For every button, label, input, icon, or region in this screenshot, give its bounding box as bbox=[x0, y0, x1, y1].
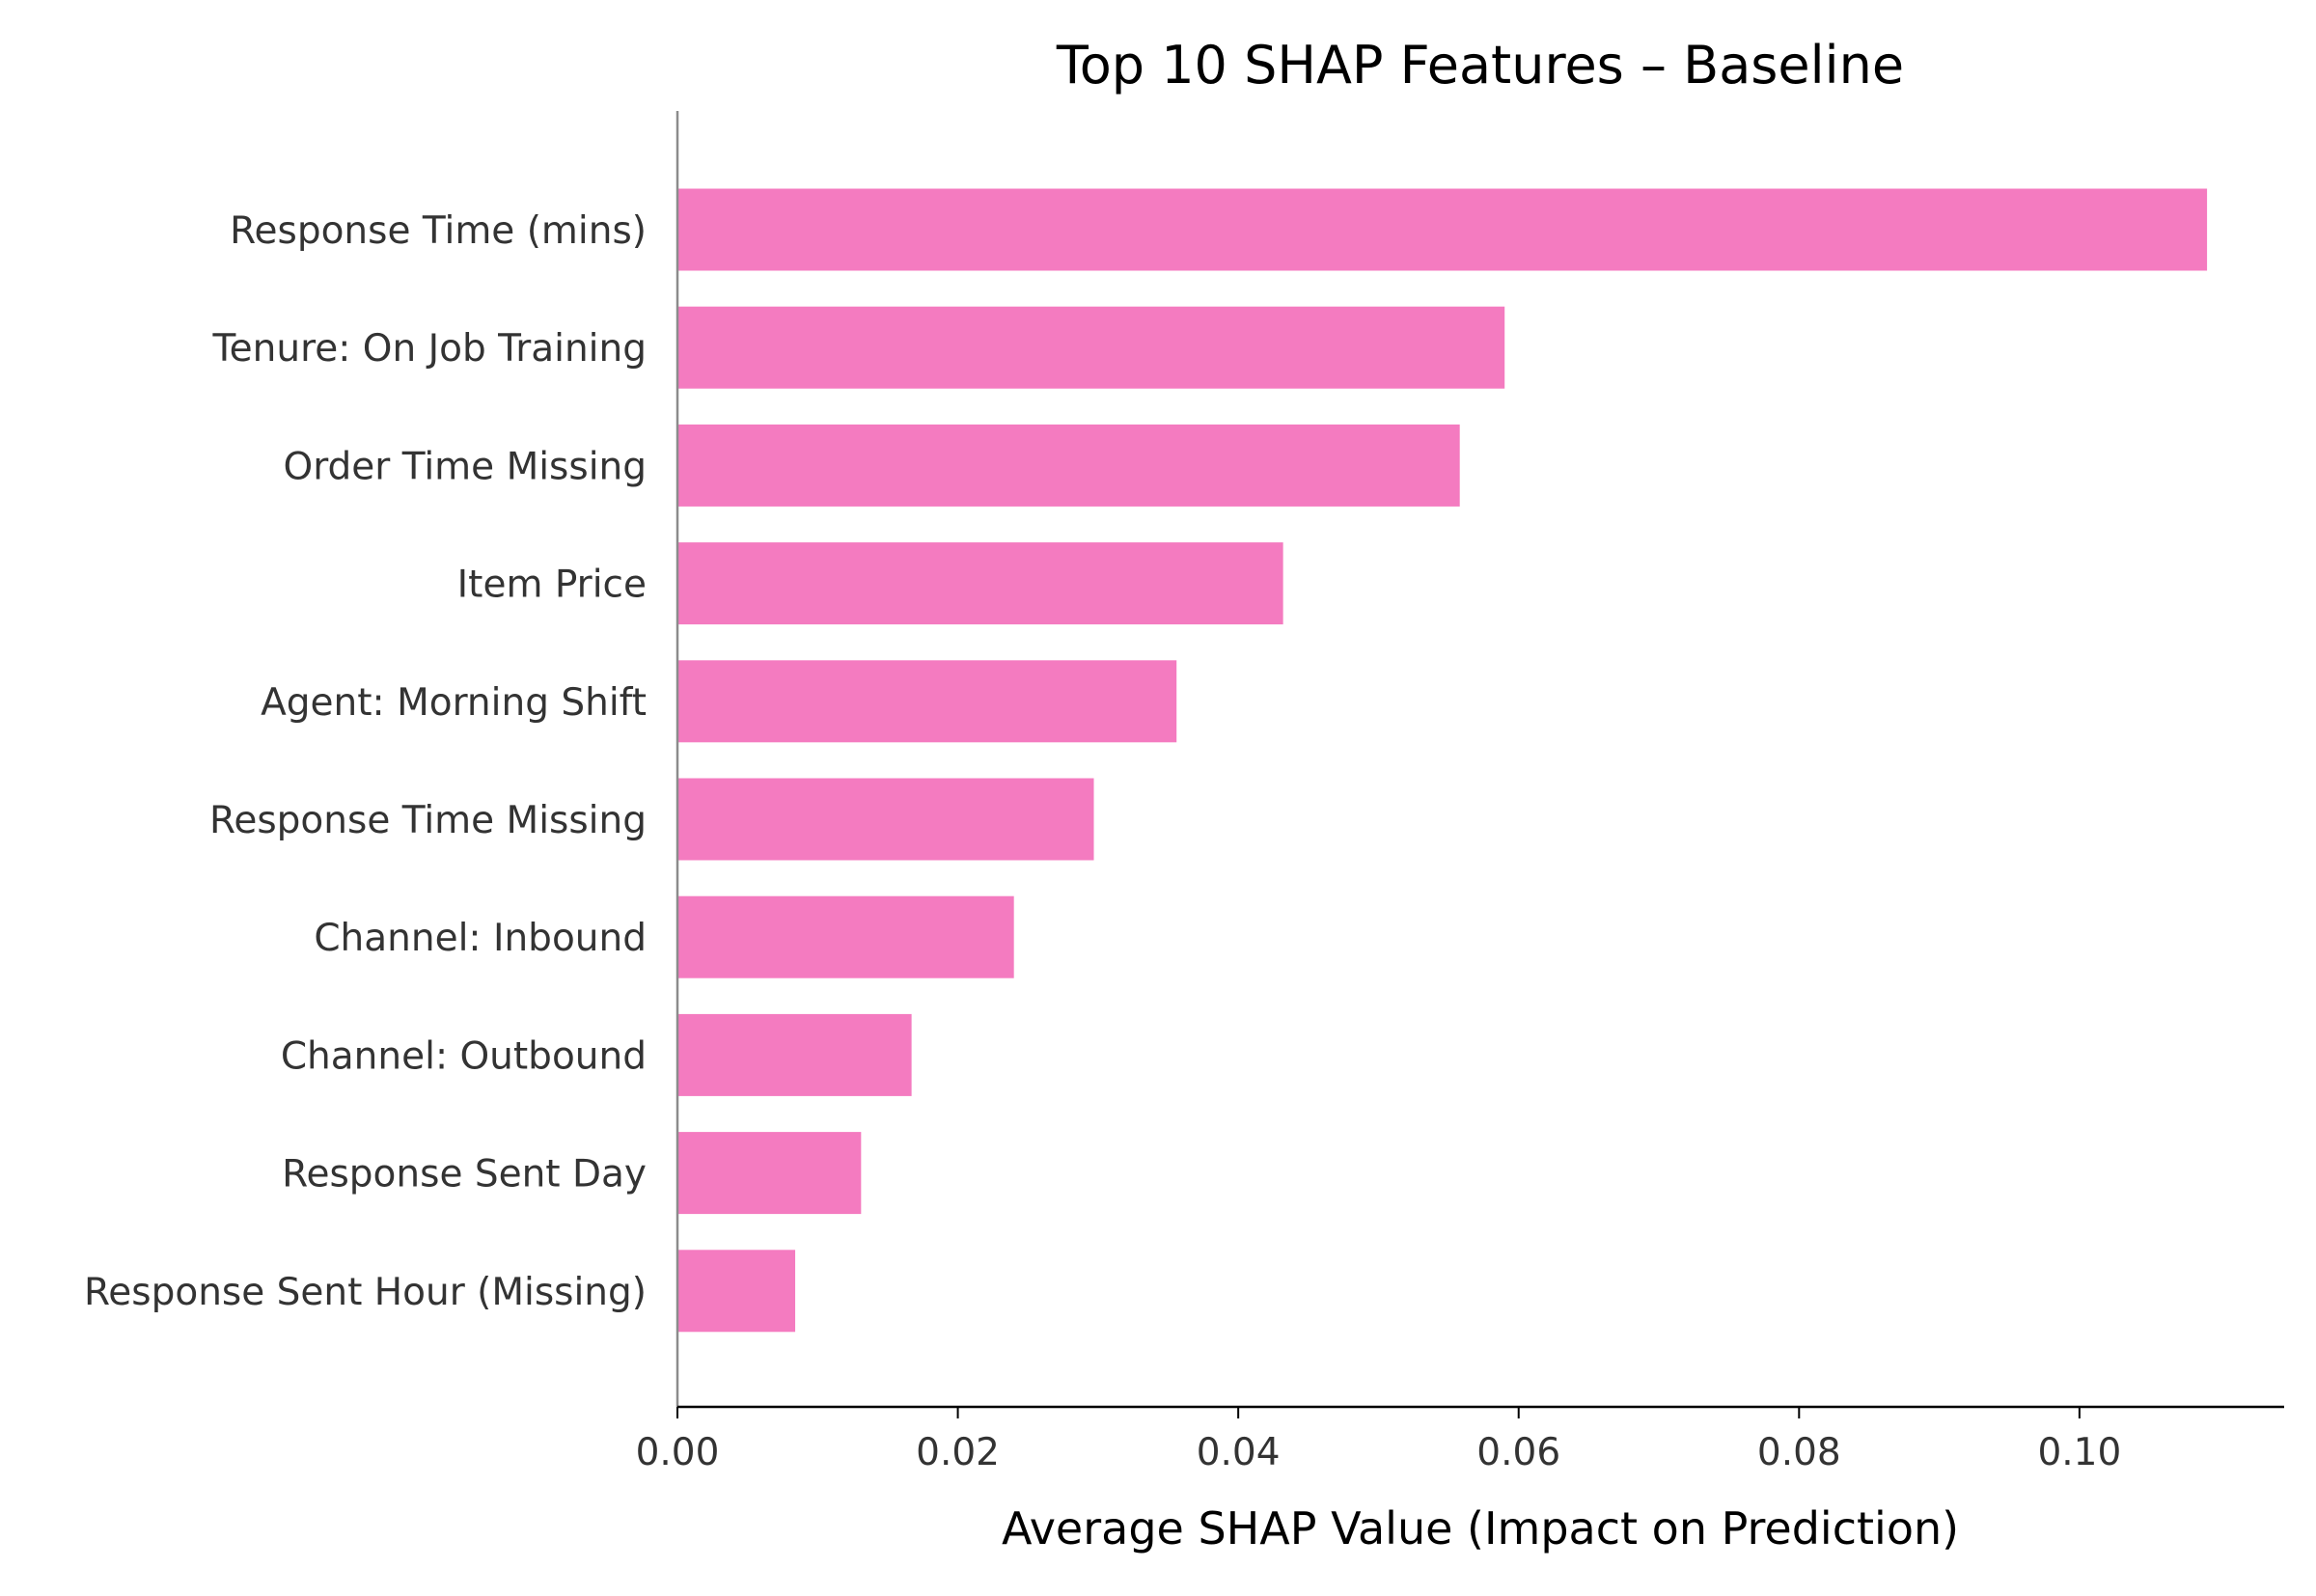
y-tick-label: Response Time Missing bbox=[209, 799, 647, 842]
x-tick-label: 0.08 bbox=[1757, 1431, 1841, 1474]
y-tick-label: Channel: Outbound bbox=[281, 1034, 647, 1078]
bars-layer bbox=[677, 188, 2208, 1333]
y-tick-label: Agent: Morning Shift bbox=[261, 681, 647, 725]
bar bbox=[677, 306, 1505, 389]
y-tick-label: Order Time Missing bbox=[284, 445, 648, 488]
y-tick-label: Tenure: On Job Training bbox=[211, 327, 647, 371]
bar bbox=[677, 895, 1014, 978]
y-axis-labels: Response Time (mins) Tenure: On Job Train… bbox=[84, 209, 647, 1314]
y-tick-label: Response Sent Hour (Missing) bbox=[84, 1271, 647, 1314]
bar bbox=[677, 660, 1177, 743]
x-tick-label: 0.04 bbox=[1197, 1431, 1281, 1474]
x-axis-ticks: 0.00 0.02 0.04 0.06 0.08 0.10 bbox=[636, 1407, 2121, 1474]
x-axis-label: Average SHAP Value (Impact on Prediction… bbox=[1002, 1502, 1959, 1555]
bar bbox=[677, 424, 1460, 507]
bar bbox=[677, 542, 1283, 625]
y-tick-label: Response Time (mins) bbox=[230, 209, 647, 253]
y-tick-label: Channel: Inbound bbox=[314, 917, 647, 960]
x-tick-label: 0.10 bbox=[2037, 1431, 2121, 1474]
y-tick-label: Response Sent Day bbox=[282, 1153, 647, 1197]
x-tick-label: 0.02 bbox=[916, 1431, 1000, 1474]
bar bbox=[677, 188, 2208, 271]
y-tick-label: Item Price bbox=[457, 564, 647, 607]
x-tick-label: 0.00 bbox=[636, 1431, 720, 1474]
x-tick-label: 0.06 bbox=[1476, 1431, 1560, 1474]
bar bbox=[677, 1250, 796, 1333]
bar bbox=[677, 1013, 912, 1096]
bar bbox=[677, 1132, 862, 1215]
bar bbox=[677, 778, 1094, 861]
chart-title: Top 10 SHAP Features – Baseline bbox=[1056, 35, 1904, 96]
